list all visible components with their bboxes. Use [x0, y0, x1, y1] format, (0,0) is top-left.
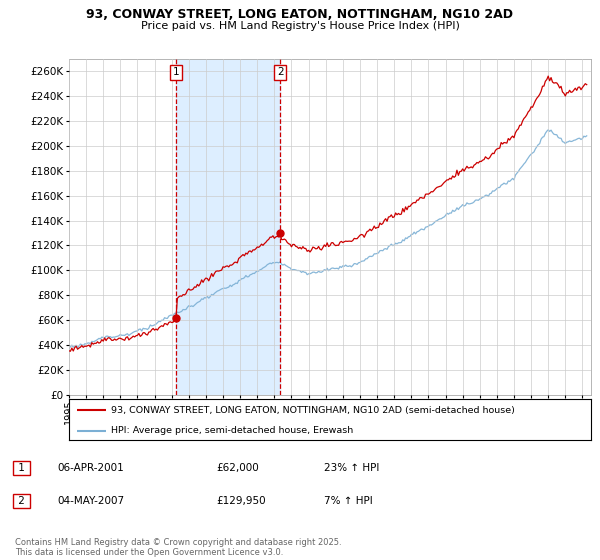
Text: 1: 1 [15, 463, 28, 473]
Text: 93, CONWAY STREET, LONG EATON, NOTTINGHAM, NG10 2AD: 93, CONWAY STREET, LONG EATON, NOTTINGHA… [86, 8, 514, 21]
Text: £129,950: £129,950 [216, 496, 266, 506]
Text: 1: 1 [173, 67, 179, 77]
Text: 04-MAY-2007: 04-MAY-2007 [57, 496, 124, 506]
Text: 23% ↑ HPI: 23% ↑ HPI [324, 463, 379, 473]
Text: Price paid vs. HM Land Registry's House Price Index (HPI): Price paid vs. HM Land Registry's House … [140, 21, 460, 31]
Text: 2: 2 [277, 67, 283, 77]
Text: 7% ↑ HPI: 7% ↑ HPI [324, 496, 373, 506]
Text: 93, CONWAY STREET, LONG EATON, NOTTINGHAM, NG10 2AD (semi-detached house): 93, CONWAY STREET, LONG EATON, NOTTINGHA… [111, 405, 515, 414]
Bar [176, 59, 280, 395]
Text: HPI: Average price, semi-detached house, Erewash: HPI: Average price, semi-detached house,… [111, 426, 353, 435]
Text: 06-APR-2001: 06-APR-2001 [57, 463, 124, 473]
Text: Contains HM Land Registry data © Crown copyright and database right 2025.
This d: Contains HM Land Registry data © Crown c… [15, 538, 341, 557]
Text: 2: 2 [15, 496, 28, 506]
Text: £62,000: £62,000 [216, 463, 259, 473]
